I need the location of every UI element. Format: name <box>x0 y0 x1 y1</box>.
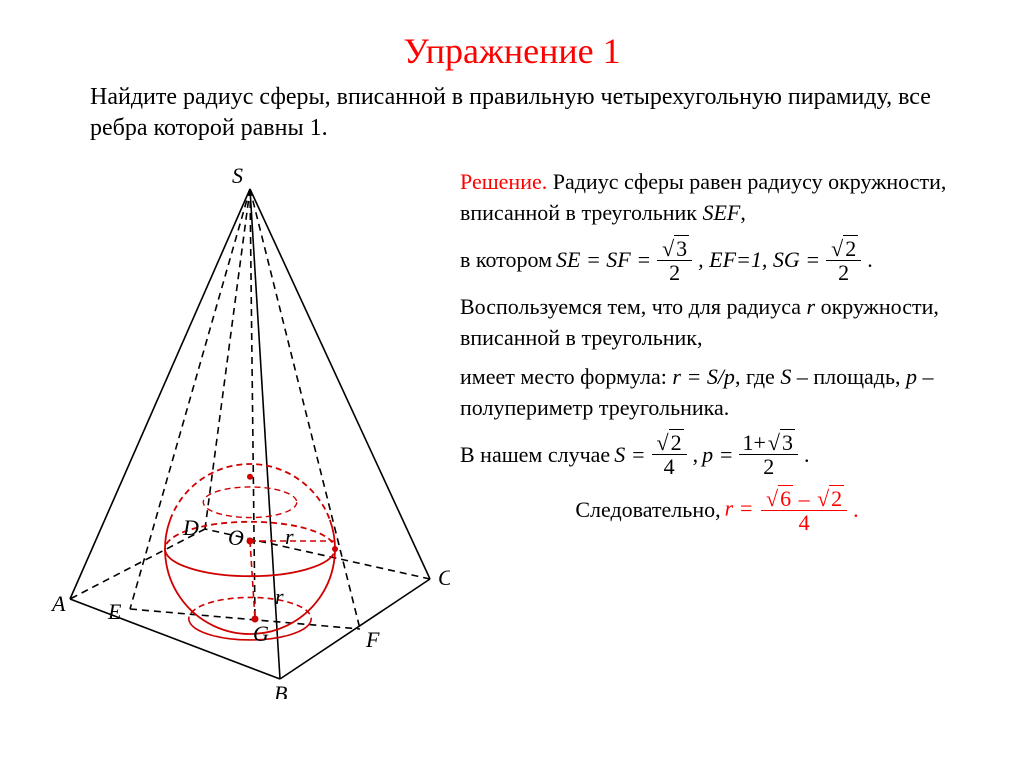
svg-text:O: O <box>228 525 244 550</box>
p5comma: , <box>693 440 699 471</box>
svg-text:F: F <box>365 627 380 652</box>
frac-answer: 6 – 2 4 <box>761 487 847 534</box>
period1: . <box>867 245 873 276</box>
solution-label: Решение. <box>460 169 547 194</box>
p4p: p <box>906 364 917 389</box>
ef-sg: , EF=1, SG = <box>698 245 820 276</box>
solution-column: Решение. Радиус сферы равен радиусу окру… <box>450 159 974 541</box>
se-sf: SE = SF = <box>556 245 651 276</box>
p4a: имеет место формула: <box>460 364 672 389</box>
solution-p2: в котором SE = SF = 3 2 , EF=1, SG = 2 2… <box>460 237 974 284</box>
p4-formula: r = S/p <box>672 364 735 389</box>
svg-text:G: G <box>253 621 269 646</box>
period3: . <box>853 495 859 526</box>
svg-text:C: C <box>438 565 450 590</box>
solution-p3: Воспользуемся тем, что для радиуса r окр… <box>460 292 974 354</box>
period2: . <box>804 440 810 471</box>
p5S: S = <box>614 440 645 471</box>
p1b: , <box>740 200 746 225</box>
svg-text:r: r <box>275 584 284 609</box>
p3: Воспользуемся тем, что для радиуса <box>460 294 807 319</box>
solution-p5: В нашем случае S = 2 4 , p = 1+3 2 . <box>460 431 974 478</box>
solution-p6: Следовательно, r = 6 – 2 4 . <box>460 487 974 534</box>
answer: r = 6 – 2 4 <box>725 487 850 534</box>
frac-p: 1+3 2 <box>739 431 798 478</box>
p4b: , где <box>735 364 780 389</box>
svg-text:D: D <box>182 515 199 540</box>
frac-sqrt2-4: 2 4 <box>652 431 687 478</box>
p6r: r = <box>725 495 759 520</box>
p4S: S <box>780 364 791 389</box>
content-row: S A B C D E F G Or r Решение. Радиус сферы равен … <box>50 159 974 704</box>
p6: Следовательно, <box>575 495 720 526</box>
frac-sqrt2-2: 2 2 <box>826 237 861 284</box>
svg-text:S: S <box>232 163 243 188</box>
p3r: r <box>807 294 816 319</box>
p2a: в котором <box>460 245 552 276</box>
svg-text:A: A <box>50 591 66 616</box>
figure-column: S A B C D E F G Or r <box>50 159 450 704</box>
page-title: Упражнение 1 <box>50 30 974 72</box>
p1-tri: SEF <box>702 200 740 225</box>
frac-sqrt3-2: 3 2 <box>657 237 692 284</box>
svg-text:E: E <box>107 599 122 624</box>
pyramid-figure: S A B C D E F G Or r <box>50 159 450 699</box>
p5a: В нашем случае <box>460 440 610 471</box>
p5p: p = <box>702 440 733 471</box>
svg-text:r: r <box>285 524 294 549</box>
solution-p1: Решение. Радиус сферы равен радиусу окру… <box>460 167 974 229</box>
problem-statement: Найдите радиус сферы, вписанной в правил… <box>90 82 934 144</box>
solution-p4: имеет место формула: r = S/p, где S – пл… <box>460 362 974 424</box>
svg-text:B: B <box>274 681 287 699</box>
p4c: – площадь, <box>791 364 906 389</box>
